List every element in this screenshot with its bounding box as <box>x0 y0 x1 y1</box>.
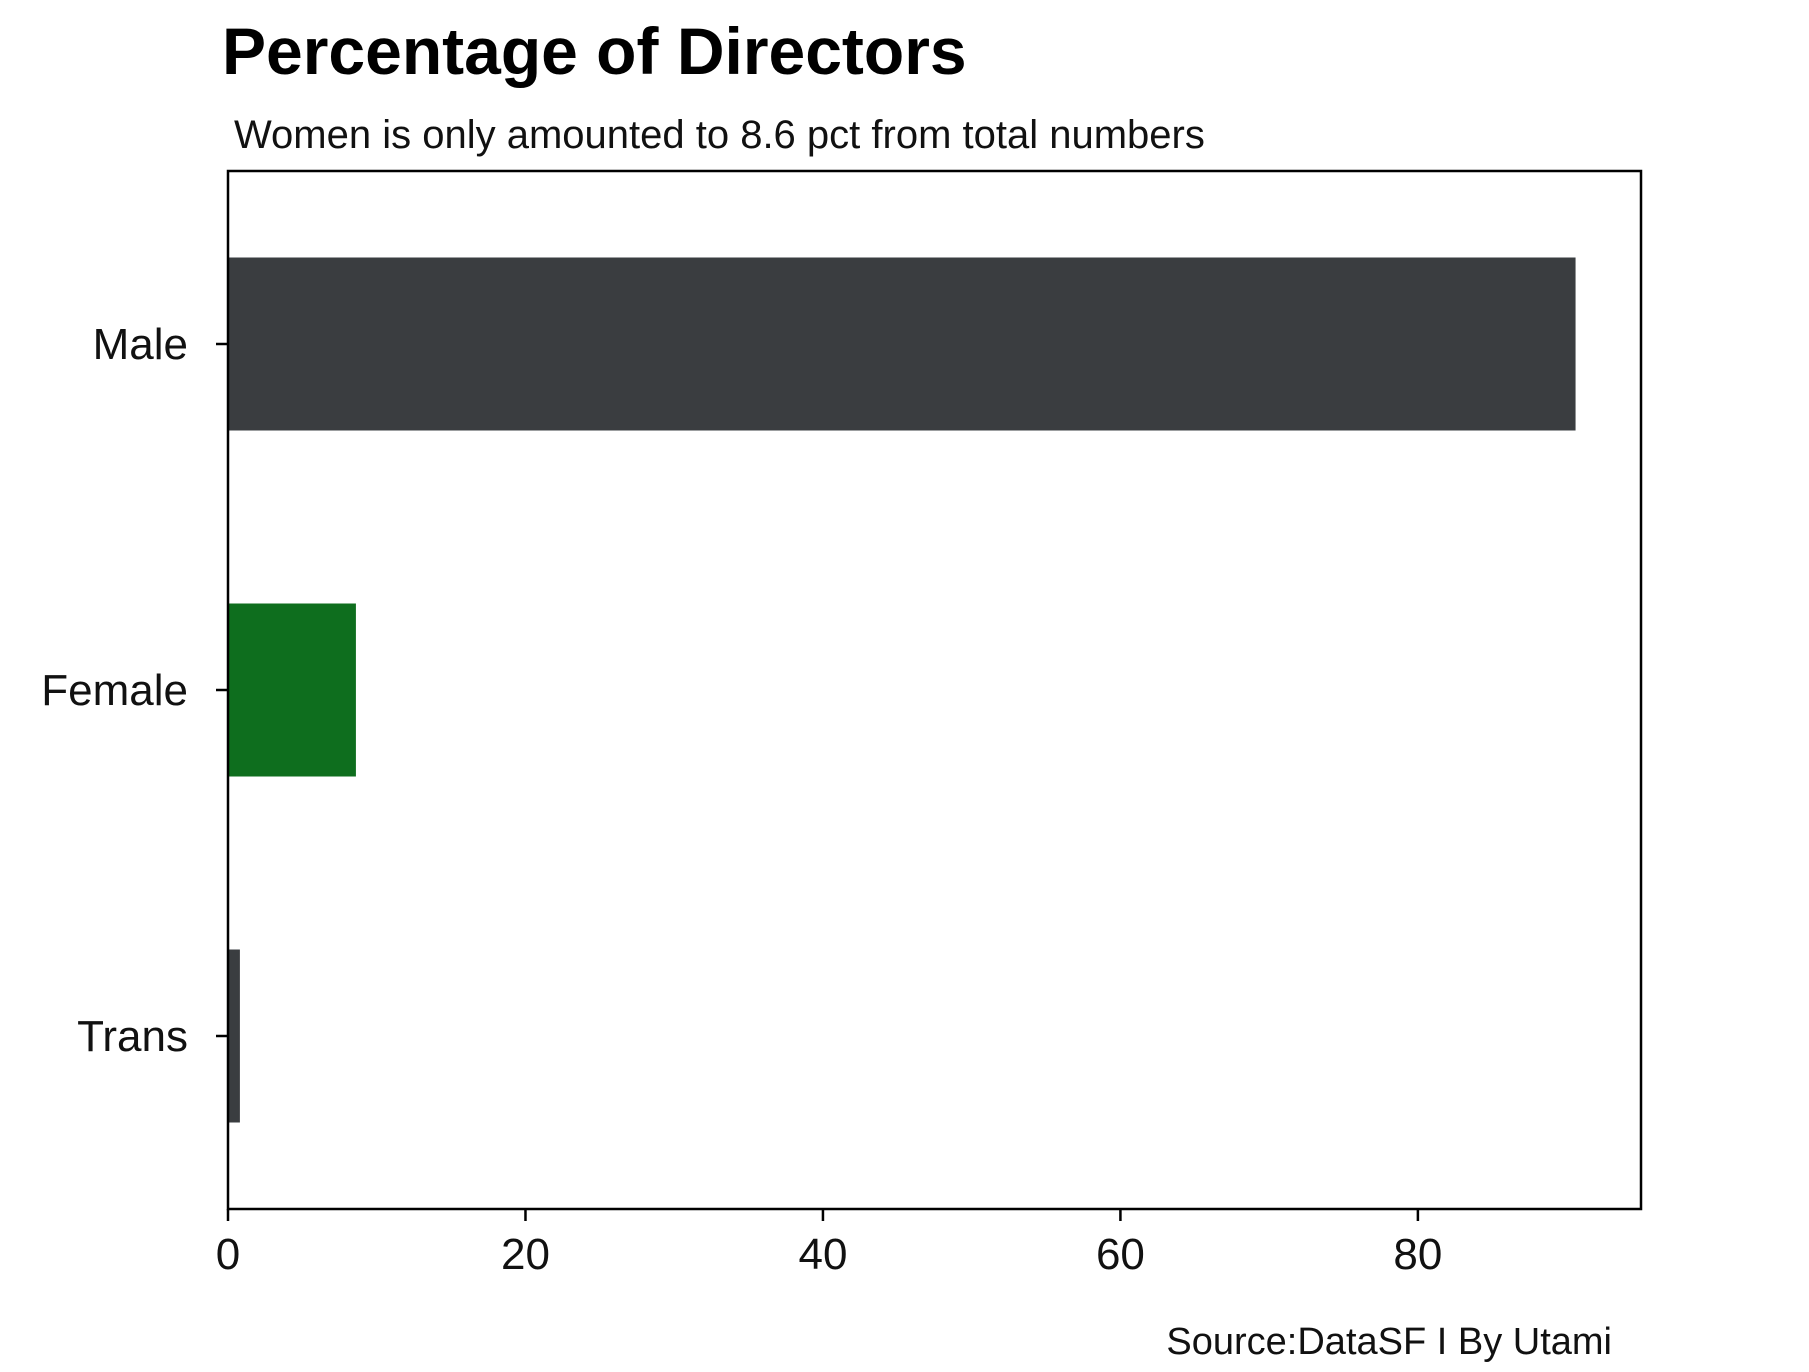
x-tick-label-60: 60 <box>1096 1230 1145 1279</box>
y-tick-label-female: Female <box>41 666 188 715</box>
y-tick-label-trans: Trans <box>77 1012 188 1061</box>
bar-female <box>228 603 356 777</box>
plot-area: Male Female Trans 0 20 40 60 80 <box>41 257 1576 1279</box>
x-tick-label-40: 40 <box>798 1230 847 1279</box>
chart-title: Percentage of Directors <box>222 14 967 88</box>
plot-frame <box>226 169 1643 1211</box>
chart-subtitle: Women is only amounted to 8.6 pct from t… <box>234 113 1205 157</box>
x-tick-label-80: 80 <box>1393 1230 1442 1279</box>
y-tick-label-male: Male <box>93 320 188 369</box>
x-tick-label-20: 20 <box>501 1230 550 1279</box>
bar-trans <box>228 949 240 1123</box>
x-tick-label-0: 0 <box>216 1230 240 1279</box>
source-note: Source:DataSF I By Utami <box>1166 1321 1612 1363</box>
bar-male <box>228 257 1576 431</box>
